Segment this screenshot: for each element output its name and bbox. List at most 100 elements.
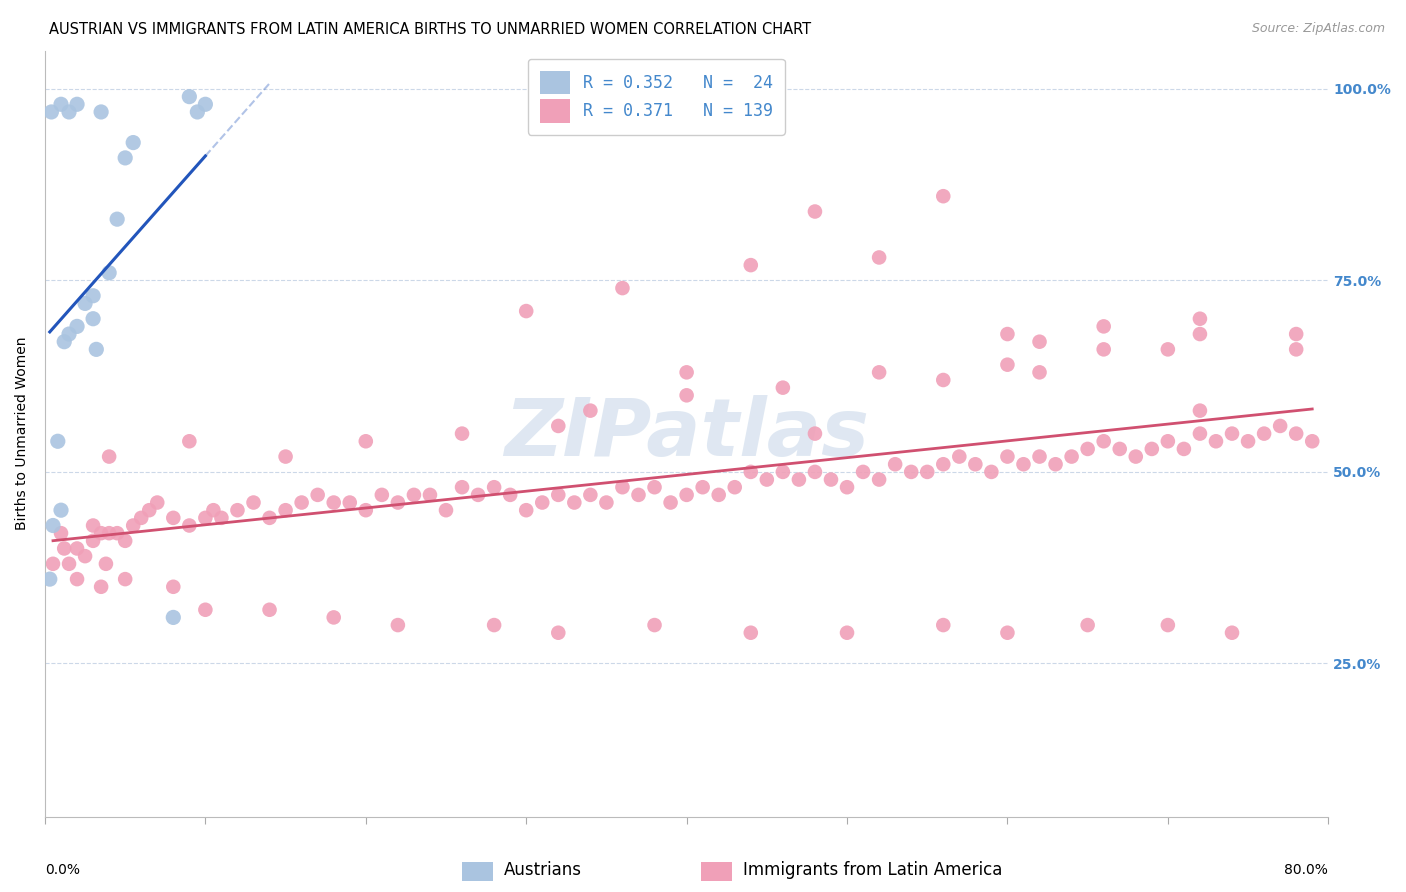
Point [499, 488, 522, 502]
Point [997, 625, 1019, 640]
Point [612, 281, 634, 295]
Point [66, 97, 89, 112]
Point [49, 526, 72, 541]
Point [835, 480, 858, 494]
Point [1157, 618, 1180, 632]
Point [371, 488, 394, 502]
Point [114, 533, 136, 548]
Point [868, 365, 890, 379]
Point [162, 580, 184, 594]
Point [1140, 442, 1163, 456]
Point [162, 610, 184, 624]
Point [322, 495, 344, 509]
Point [179, 89, 201, 103]
Point [46, 434, 69, 449]
Legend: R = 0.352   N =  24, R = 0.371   N = 139: R = 0.352 N = 24, R = 0.371 N = 139 [529, 59, 785, 135]
Point [41, 105, 63, 120]
Point [772, 381, 794, 395]
Point [114, 151, 136, 165]
Point [1220, 625, 1243, 640]
Point [579, 488, 602, 502]
Point [129, 511, 152, 525]
Point [75, 296, 97, 310]
Point [482, 480, 505, 494]
Point [259, 511, 281, 525]
Point [1045, 457, 1067, 471]
Point [804, 426, 827, 441]
Point [307, 488, 329, 502]
Point [66, 319, 89, 334]
Point [122, 518, 145, 533]
Point [1157, 434, 1180, 449]
Point [402, 488, 425, 502]
Point [884, 457, 907, 471]
Point [932, 189, 955, 203]
Point [1077, 442, 1099, 456]
Point [82, 533, 104, 548]
Point [194, 511, 217, 525]
Point [1285, 326, 1308, 341]
Point [997, 450, 1019, 464]
Point [451, 426, 474, 441]
Point [659, 495, 682, 509]
Point [997, 358, 1019, 372]
Point [868, 251, 890, 265]
Point [1220, 426, 1243, 441]
Point [644, 480, 666, 494]
Y-axis label: Births to Unmarried Women: Births to Unmarried Women [15, 337, 30, 531]
Point [66, 541, 89, 556]
Point [82, 518, 104, 533]
Point [948, 450, 970, 464]
Point [90, 580, 112, 594]
Text: ZIPatlas: ZIPatlas [505, 394, 869, 473]
Point [114, 572, 136, 586]
Point [1092, 434, 1115, 449]
Point [515, 503, 537, 517]
Point [138, 503, 160, 517]
Point [740, 465, 762, 479]
Point [53, 541, 76, 556]
Point [82, 311, 104, 326]
Point [105, 212, 128, 227]
Point [1157, 343, 1180, 357]
Point [1060, 450, 1083, 464]
Point [58, 557, 80, 571]
Point [531, 495, 554, 509]
Point [1028, 334, 1050, 349]
Point [84, 343, 107, 357]
Point [675, 488, 697, 502]
Point [547, 625, 569, 640]
Point [90, 105, 112, 120]
Point [322, 610, 344, 624]
Point [354, 434, 377, 449]
Point [98, 450, 121, 464]
Point [724, 480, 747, 494]
Point [1285, 426, 1308, 441]
Point [98, 526, 121, 541]
Point [1092, 343, 1115, 357]
Point [1012, 457, 1035, 471]
Point [932, 618, 955, 632]
Point [515, 304, 537, 318]
Point [1188, 311, 1211, 326]
Point [980, 465, 1002, 479]
Point [451, 480, 474, 494]
Point [772, 465, 794, 479]
Point [179, 434, 201, 449]
Point [82, 289, 104, 303]
Point [612, 480, 634, 494]
Point [58, 326, 80, 341]
Point [755, 473, 778, 487]
Point [820, 473, 842, 487]
Point [354, 503, 377, 517]
Point [66, 572, 89, 586]
Point [226, 503, 249, 517]
Point [675, 388, 697, 402]
Point [644, 618, 666, 632]
Text: Immigrants from Latin America: Immigrants from Latin America [742, 861, 1002, 879]
Point [291, 495, 314, 509]
Point [707, 488, 730, 502]
Point [1237, 434, 1260, 449]
Point [49, 503, 72, 517]
Point [202, 503, 225, 517]
